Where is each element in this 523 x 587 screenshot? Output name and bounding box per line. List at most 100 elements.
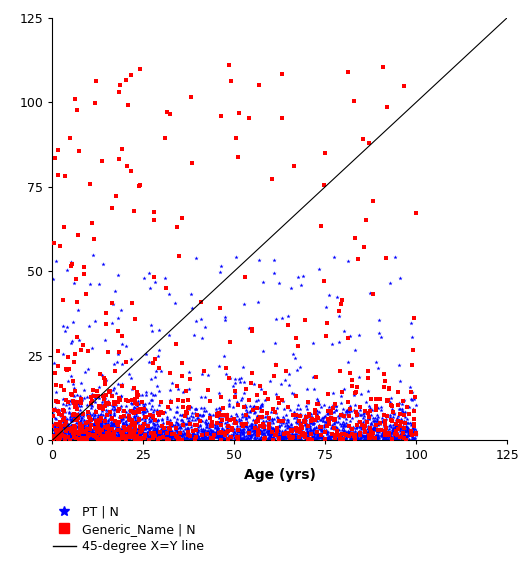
Point	[101, 433, 110, 443]
Point	[363, 366, 372, 376]
Point	[59, 404, 67, 414]
Point	[385, 421, 393, 430]
Point	[367, 429, 375, 438]
Point	[171, 426, 179, 435]
Point	[336, 436, 344, 445]
Point	[382, 433, 390, 443]
Point	[212, 427, 220, 437]
Point	[284, 421, 292, 431]
Point	[396, 376, 404, 386]
Point	[267, 427, 275, 437]
Point	[75, 402, 84, 411]
Point	[146, 431, 155, 441]
Point	[69, 428, 77, 437]
Point	[98, 421, 107, 430]
Point	[336, 419, 344, 429]
Point	[324, 405, 332, 414]
Point	[108, 433, 117, 442]
Point	[356, 406, 364, 415]
Point	[111, 400, 119, 409]
Point	[411, 428, 419, 437]
Point	[72, 432, 81, 441]
Point	[59, 422, 67, 431]
Point	[366, 433, 374, 443]
Point	[303, 404, 312, 413]
Point	[210, 431, 218, 440]
Point	[406, 318, 415, 328]
Point	[239, 435, 247, 444]
Point	[309, 433, 317, 442]
Point	[239, 426, 247, 436]
Point	[81, 367, 89, 376]
Point	[342, 434, 350, 443]
Point	[320, 426, 328, 435]
Point	[130, 432, 139, 441]
Point	[131, 419, 140, 429]
Point	[64, 376, 72, 386]
Point	[165, 330, 174, 339]
Point	[312, 372, 321, 382]
Point	[333, 435, 341, 444]
Point	[377, 403, 385, 412]
Point	[294, 435, 303, 444]
Point	[68, 436, 76, 445]
Point	[69, 430, 77, 440]
Point	[199, 434, 208, 443]
Point	[130, 433, 139, 443]
Point	[80, 417, 88, 426]
Point	[166, 427, 175, 436]
Point	[141, 430, 149, 440]
Point	[389, 426, 397, 436]
Point	[218, 435, 226, 444]
Point	[412, 208, 420, 217]
Point	[255, 429, 264, 438]
Point	[231, 429, 239, 438]
Point	[251, 427, 259, 436]
Point	[114, 423, 122, 433]
Point	[197, 416, 206, 426]
Point	[266, 431, 274, 440]
Point	[328, 430, 336, 440]
Point	[83, 434, 91, 444]
Point	[373, 435, 381, 444]
Point	[107, 421, 116, 430]
Point	[70, 426, 78, 436]
Point	[77, 434, 85, 444]
Point	[271, 430, 280, 440]
Point	[76, 425, 85, 434]
Point	[215, 430, 224, 439]
Point	[92, 76, 100, 86]
Point	[251, 421, 259, 430]
Point	[303, 427, 311, 437]
Point	[271, 426, 279, 436]
Point	[126, 424, 134, 434]
Point	[64, 403, 73, 412]
Point	[103, 429, 111, 438]
Point	[71, 411, 79, 421]
Point	[103, 434, 111, 443]
Point	[67, 428, 75, 437]
Point	[108, 431, 117, 441]
Point	[191, 431, 200, 441]
Point	[51, 424, 59, 434]
Point	[61, 423, 70, 432]
Point	[217, 436, 225, 445]
Point	[410, 314, 418, 323]
Point	[149, 434, 157, 444]
Point	[107, 434, 115, 444]
Point	[394, 433, 402, 443]
Point	[94, 420, 102, 430]
Point	[369, 197, 377, 206]
Point	[275, 423, 283, 432]
Point	[354, 435, 362, 444]
Point	[172, 435, 180, 444]
Point	[197, 424, 205, 434]
Point	[117, 412, 126, 421]
Point	[71, 427, 79, 436]
Point	[127, 167, 135, 176]
Point	[124, 413, 133, 423]
Point	[187, 289, 195, 298]
Point	[139, 399, 147, 409]
Point	[66, 409, 75, 419]
Point	[265, 415, 274, 424]
